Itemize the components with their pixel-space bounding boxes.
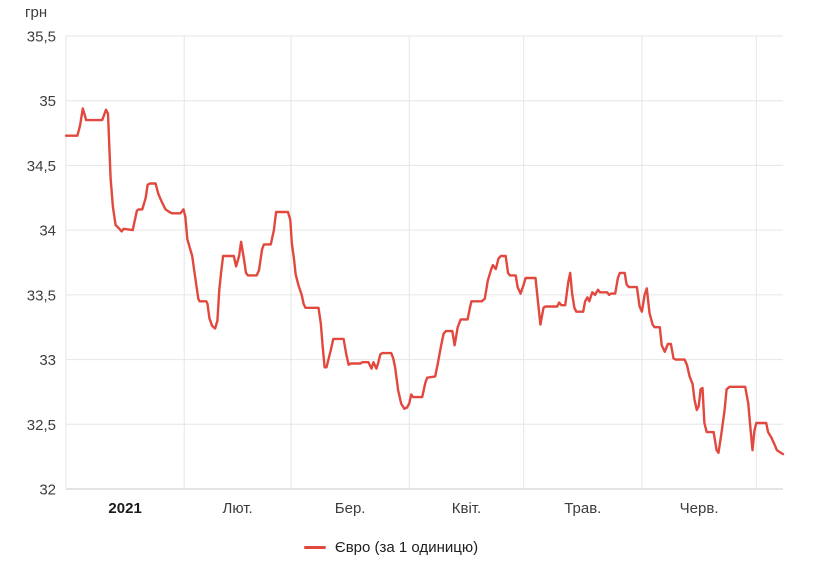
y-axis-unit-label: грн (25, 4, 48, 21)
y-axis-tick-label: 34,5 (27, 158, 56, 175)
legend-series-label: Євро (за 1 одиницю) (334, 539, 479, 556)
x-axis-tick-label: Лют. (223, 500, 253, 517)
legend-line-marker (303, 546, 326, 549)
x-axis-tick-label: Квіт. (452, 500, 481, 517)
y-axis-tick-label: 34 (39, 223, 56, 240)
y-axis-tick-label: 32,5 (27, 417, 56, 434)
x-axis-tick-label: Трав. (564, 500, 601, 517)
legend: Євро (за 1 одиницю) (303, 539, 479, 556)
y-axis-tick-label: 33,5 (27, 287, 56, 304)
y-axis-tick-label: 32 (39, 482, 56, 499)
x-axis-tick-label: Бер. (335, 500, 366, 517)
series-line (64, 107, 785, 456)
y-axis-tick-label: 35 (39, 93, 56, 110)
y-axis-tick-label: 33 (39, 352, 56, 369)
x-axis-tick-label: 2021 (108, 500, 141, 517)
y-axis-tick-label: 35,5 (27, 29, 56, 46)
x-axis-tick-label: Черв. (680, 500, 719, 517)
